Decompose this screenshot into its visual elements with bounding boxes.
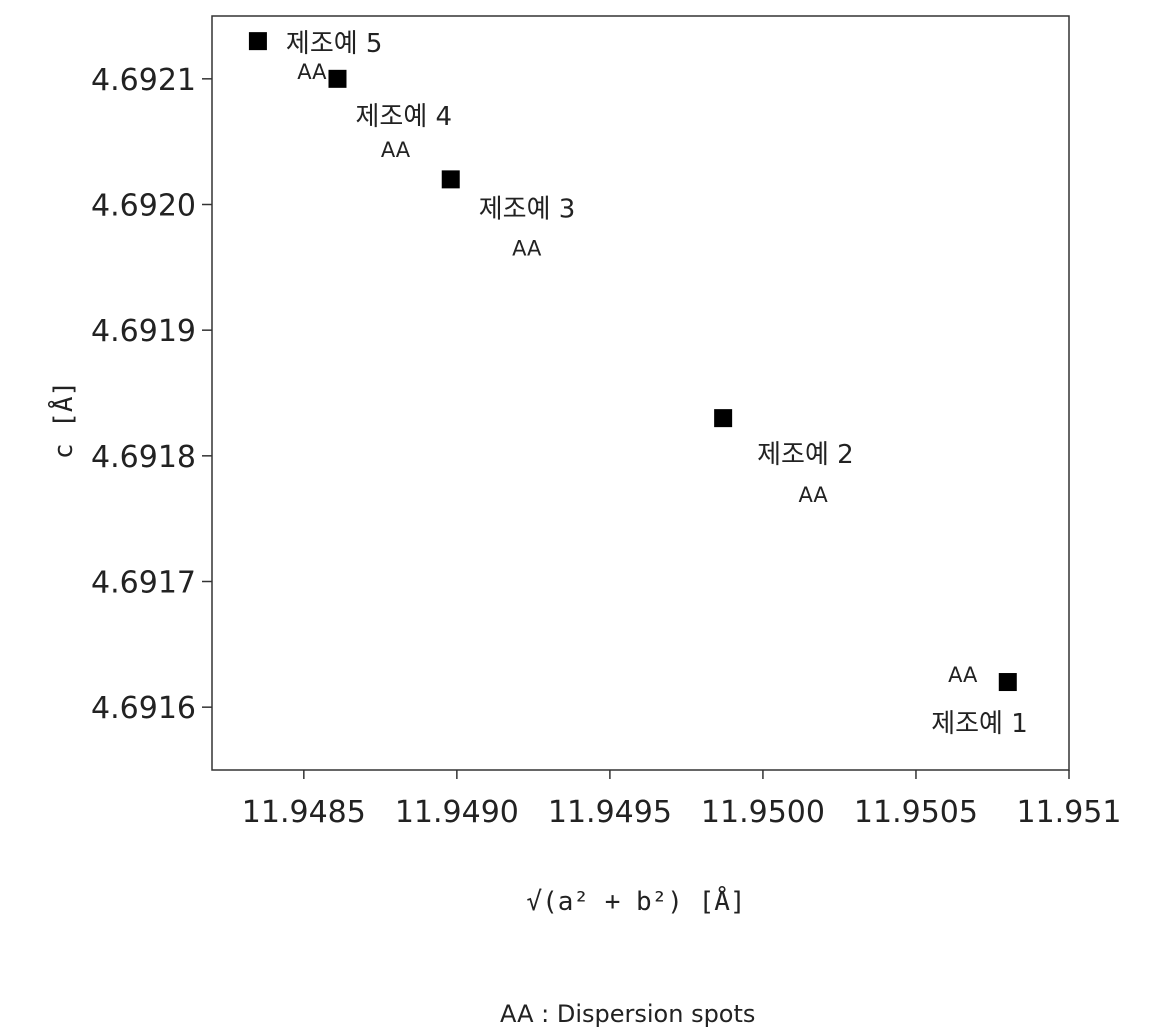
point-sublabel: AA [297,60,327,84]
scatter-chart: 11.9485 11.9490 11.9495 11.9500 11.9505 11.95… [0,0,1157,1000]
x-tick-label: 11.9505 [854,795,978,830]
y-tick-label: 4.6917 [91,566,196,601]
x-axis: 11.9485 11.9490 11.9495 11.9500 11.9505 11.95… [242,770,1122,830]
data-point [714,409,732,427]
y-tick-label: 4.6920 [91,189,196,224]
data-point [442,170,460,188]
y-axis-label: c [Å] [47,381,79,459]
point-sublabel: AA [798,483,828,507]
y-tick-label: 4.6919 [91,314,196,349]
point-label: 제조예 5 [286,29,383,59]
y-tick-label: 4.6921 [91,63,196,98]
y-axis: 4.6916 4.6917 4.6918 4.6919 4.6920 4.6921 [91,63,212,726]
point-label: 제조예 4 [355,102,452,132]
point-sublabel: AA [512,236,542,260]
point-sublabel: AA [381,138,411,162]
plot-frame [212,16,1069,770]
x-tick-label: 11.951 [1017,795,1122,830]
x-tick-label: 11.9495 [548,795,672,830]
point-sublabel: AA [948,663,978,687]
point-label: 제조예 2 [757,440,854,470]
data-point [249,32,267,50]
x-tick-label: 11.9500 [701,795,825,830]
x-axis-label: √(a² + b²) [Å] [526,885,745,917]
x-tick-label: 11.9490 [395,795,519,830]
y-tick-label: 4.6918 [91,440,196,475]
point-label: 제조예 1 [931,709,1028,739]
data-points: 제조예 5AA제조예 4AA제조예 3AA제조예 2AA제조예 1AA [249,29,1028,739]
point-label: 제조예 3 [479,194,576,224]
x-tick-label: 11.9485 [242,795,366,830]
data-point [328,70,346,88]
footnote: AA : Dispersion spots [500,1000,755,1028]
y-tick-label: 4.6916 [91,691,196,726]
data-point [999,673,1017,691]
